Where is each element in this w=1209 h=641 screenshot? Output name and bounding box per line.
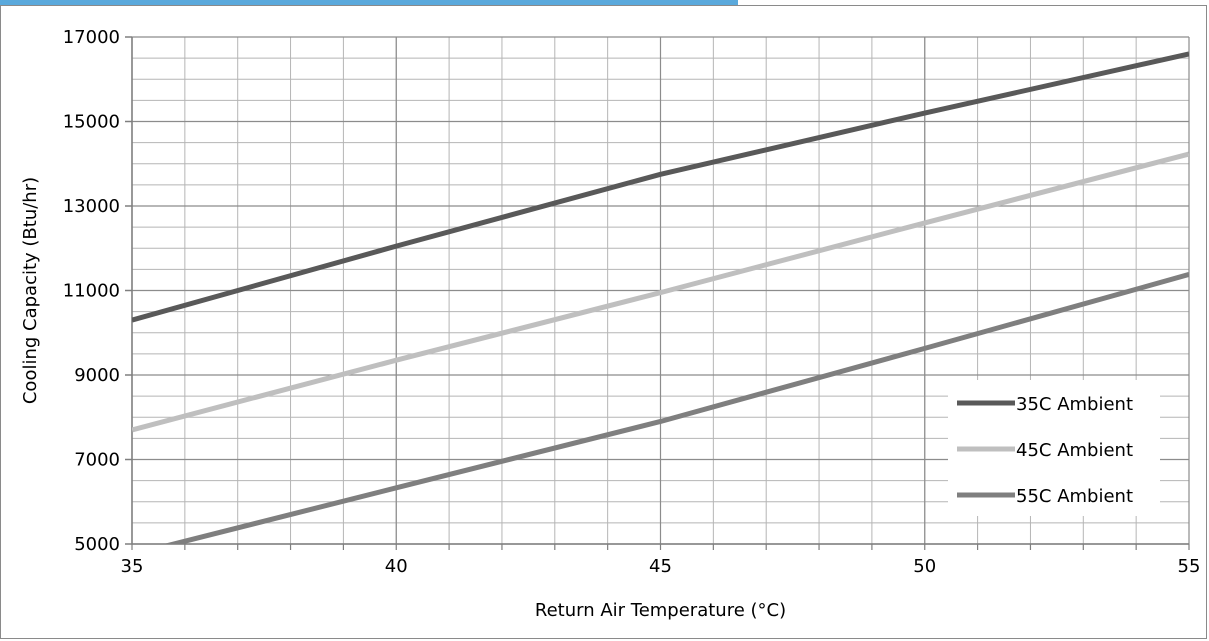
chart-frame xyxy=(0,5,1207,639)
legend-label-3: 55C Ambient xyxy=(1016,486,1133,507)
legend-label-1: 35C Ambient xyxy=(1016,394,1133,415)
series-line-1 xyxy=(132,51,1189,323)
y-tick-label: 9000 xyxy=(74,365,120,386)
x-tick-label: 50 xyxy=(913,556,936,577)
y-tick-label: 15000 xyxy=(63,112,120,133)
y-axis-title: Cooling Capacity (Btu/hr) xyxy=(20,177,41,404)
y-tick-label: 7000 xyxy=(74,450,120,471)
series-lines xyxy=(132,51,1189,544)
x-tick-label: 35 xyxy=(121,556,144,577)
legend-label-2: 45C Ambient xyxy=(1016,440,1133,461)
axes xyxy=(125,36,1190,550)
y-tick-label: 17000 xyxy=(63,27,120,48)
tick-labels: 5000 7000 9000 11000 13000 15000 17000 35 40 45 50… xyxy=(63,27,1201,577)
y-tick-label: 13000 xyxy=(63,196,120,217)
x-tick-label: 55 xyxy=(1178,556,1201,577)
x-axis-title: Return Air Temperature (°C) xyxy=(535,600,786,621)
x-tick-label: 45 xyxy=(649,556,672,577)
legend: 35C Ambient 45C Ambient 55C Ambient xyxy=(948,380,1160,516)
series-line-2 xyxy=(132,151,1189,433)
top-accent-bar xyxy=(0,0,738,5)
y-tick-label: 5000 xyxy=(74,534,120,555)
series-line-3 xyxy=(163,272,1189,544)
y-tick-label: 11000 xyxy=(63,281,120,302)
x-tick-label: 40 xyxy=(385,556,408,577)
